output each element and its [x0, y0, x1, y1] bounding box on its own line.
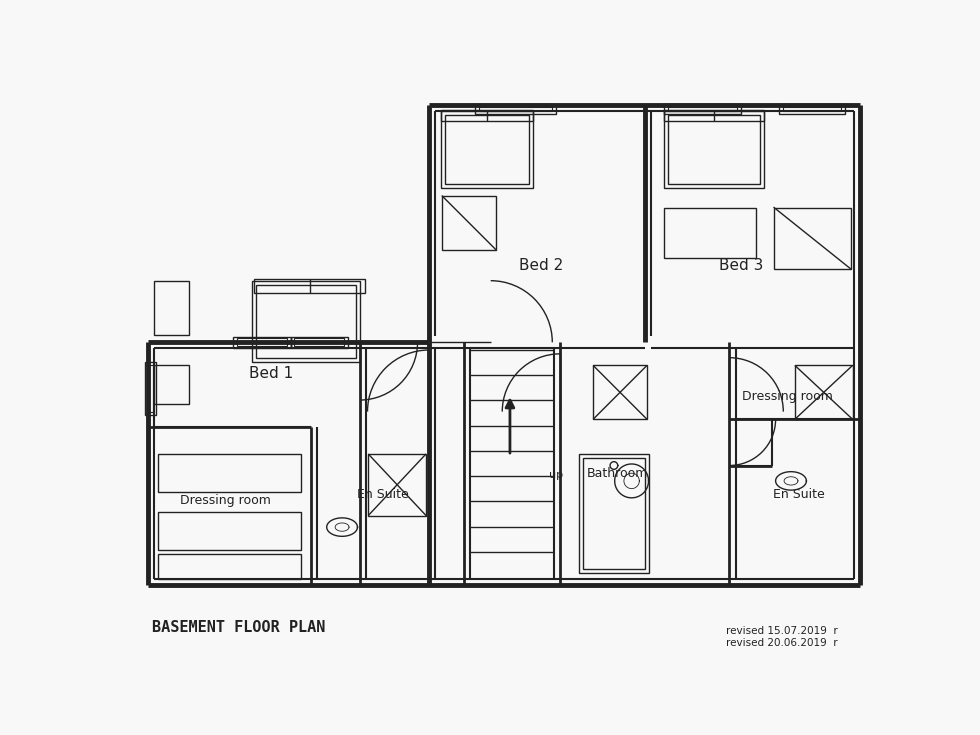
Text: Dressing room: Dressing room [742, 390, 833, 403]
Text: Dressing room: Dressing room [179, 494, 270, 506]
Bar [795, 365, 853, 419]
Bar [579, 454, 649, 573]
Bar [256, 284, 356, 358]
Bar [774, 207, 851, 269]
Bar [252, 281, 360, 362]
Bar [368, 454, 426, 515]
Bar [154, 281, 189, 334]
Bar [158, 512, 301, 551]
Bar [664, 110, 764, 121]
Bar [475, 104, 557, 115]
Bar [667, 107, 737, 111]
Text: revised 15.07.2019  r: revised 15.07.2019 r [725, 626, 837, 636]
Text: Bed 2: Bed 2 [518, 258, 563, 273]
Text: BASEMENT FLOOR PLAN: BASEMENT FLOOR PLAN [152, 620, 325, 635]
Bar [233, 337, 290, 348]
Bar [441, 110, 533, 121]
Bar [664, 104, 741, 115]
Bar [667, 115, 760, 184]
Bar [255, 279, 366, 293]
Bar [779, 104, 845, 115]
Text: En Suite: En Suite [773, 488, 824, 501]
Text: Bathroom: Bathroom [587, 467, 649, 480]
Bar [583, 458, 645, 570]
Bar [148, 365, 153, 412]
Text: En Suite: En Suite [357, 488, 409, 501]
Bar [236, 338, 287, 346]
Text: revised 20.06.2019  r: revised 20.06.2019 r [725, 637, 837, 648]
Bar [664, 111, 764, 188]
Text: Bed 1: Bed 1 [249, 365, 293, 381]
Bar [158, 454, 301, 492]
Bar [442, 196, 496, 250]
Bar [290, 337, 348, 348]
Text: up: up [549, 470, 564, 480]
Bar [479, 107, 553, 111]
Bar [145, 362, 156, 415]
Text: Bed 3: Bed 3 [718, 258, 763, 273]
Bar [294, 338, 344, 346]
Bar [593, 365, 647, 419]
Bar [445, 115, 529, 184]
Bar [441, 111, 533, 188]
Bar [664, 207, 757, 257]
Bar [158, 554, 301, 578]
Bar [154, 365, 189, 404]
Bar [783, 107, 841, 111]
